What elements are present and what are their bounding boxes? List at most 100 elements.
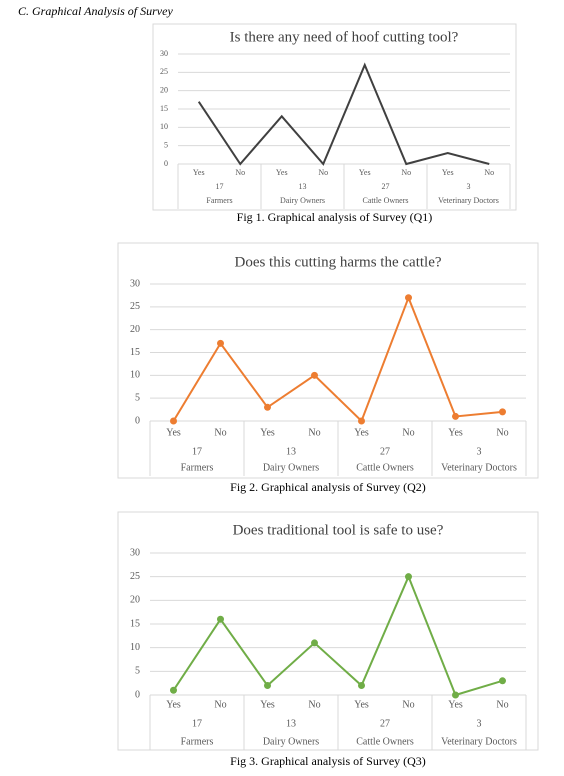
group-name: Cattle Owners	[363, 196, 409, 205]
x-category-label: Yes	[276, 168, 288, 177]
figure-caption: Fig 1. Graphical analysis of Survey (Q1)	[237, 210, 433, 224]
x-category-label: Yes	[448, 699, 463, 710]
y-tick-label: 25	[130, 301, 140, 312]
chart-frame	[117, 242, 539, 479]
y-tick-label: 30	[130, 278, 140, 289]
data-point	[217, 339, 224, 347]
group-name: Farmers	[181, 736, 214, 747]
x-category-label: No	[402, 427, 414, 438]
y-tick-label: 20	[160, 85, 168, 94]
group-count: 13	[286, 718, 296, 729]
group-count: 3	[467, 182, 471, 191]
x-category-label: No	[308, 699, 320, 710]
group-name: Dairy Owners	[263, 736, 319, 747]
y-tick-label: 30	[130, 547, 140, 558]
data-point	[170, 417, 177, 425]
y-tick-label: 15	[160, 104, 168, 113]
y-tick-label: 5	[135, 392, 140, 403]
data-point	[264, 403, 271, 411]
x-category-label: No	[308, 427, 320, 438]
x-category-label: Yes	[359, 168, 371, 177]
y-tick-label: 15	[130, 618, 140, 629]
section-heading: C. Graphical Analysis of Survey	[18, 4, 173, 18]
data-point	[452, 412, 459, 420]
y-tick-label: 0	[135, 689, 140, 700]
group-count: 3	[477, 446, 482, 457]
data-point	[405, 573, 412, 581]
data-point	[170, 686, 177, 694]
chart-frame	[152, 23, 517, 211]
x-category-label: No	[235, 168, 245, 177]
y-tick-label: 25	[160, 67, 168, 76]
y-tick-label: 0	[135, 415, 140, 426]
group-name: Cattle Owners	[356, 736, 414, 747]
y-tick-label: 25	[130, 571, 140, 582]
group-name: Dairy Owners	[280, 196, 325, 205]
x-category-label: Yes	[448, 427, 463, 438]
y-tick-label: 10	[160, 122, 168, 131]
x-category-label: Yes	[166, 699, 181, 710]
chart-title: Does traditional tool is safe to use?	[233, 522, 444, 538]
group-count: 3	[477, 718, 482, 729]
data-point	[358, 682, 365, 690]
x-category-label: Yes	[193, 168, 205, 177]
chart-title: Does this cutting harms the cattle?	[234, 254, 441, 270]
group-count: 27	[380, 446, 390, 457]
group-count: 17	[192, 446, 202, 457]
x-category-label: Yes	[354, 427, 369, 438]
group-name: Dairy Owners	[263, 462, 319, 473]
group-name: Cattle Owners	[356, 462, 414, 473]
data-point	[499, 677, 506, 685]
group-count: 13	[299, 182, 307, 191]
x-category-label: Yes	[354, 699, 369, 710]
y-tick-label: 20	[130, 324, 140, 335]
group-name: Veterinary Doctors	[438, 196, 499, 205]
y-tick-label: 10	[130, 642, 140, 653]
data-line	[172, 294, 503, 423]
group-name: Farmers	[181, 462, 214, 473]
x-category-label: No	[214, 427, 226, 438]
figure-caption: Fig 2. Graphical analysis of Survey (Q2)	[230, 480, 426, 494]
x-category-label: No	[402, 699, 414, 710]
data-line	[197, 62, 490, 166]
y-tick-label: 15	[130, 347, 140, 358]
group-name: Veterinary Doctors	[441, 462, 517, 473]
group-count: 17	[192, 718, 202, 729]
data-point	[311, 371, 318, 379]
group-name: Farmers	[206, 196, 232, 205]
data-line	[172, 574, 503, 697]
group-name: Veterinary Doctors	[441, 736, 517, 747]
x-category-label: Yes	[442, 168, 454, 177]
x-category-label: No	[496, 427, 508, 438]
x-category-label: No	[401, 168, 411, 177]
data-point	[358, 417, 365, 425]
y-tick-label: 0	[164, 159, 168, 168]
chart-frame	[117, 511, 539, 751]
y-tick-label: 5	[164, 140, 168, 149]
data-point	[311, 639, 318, 647]
x-category-label: No	[214, 699, 226, 710]
y-tick-label: 30	[160, 49, 168, 58]
group-count: 13	[286, 446, 296, 457]
y-tick-label: 5	[135, 666, 140, 677]
data-point	[405, 294, 412, 302]
x-category-label: Yes	[260, 427, 275, 438]
data-point	[499, 408, 506, 416]
y-tick-label: 10	[130, 370, 140, 381]
data-point	[264, 682, 271, 690]
x-category-label: Yes	[260, 699, 275, 710]
chart-title: Is there any need of hoof cutting tool?	[230, 29, 459, 45]
data-point	[217, 615, 224, 623]
x-category-label: No	[484, 168, 494, 177]
figure-caption: Fig 3. Graphical analysis of Survey (Q3)	[230, 754, 426, 768]
group-count: 27	[382, 182, 390, 191]
x-category-label: No	[318, 168, 328, 177]
x-category-label: No	[496, 699, 508, 710]
y-tick-label: 20	[130, 595, 140, 606]
x-category-label: Yes	[166, 427, 181, 438]
group-count: 17	[216, 182, 224, 191]
group-count: 27	[380, 718, 390, 729]
data-point	[452, 691, 459, 699]
